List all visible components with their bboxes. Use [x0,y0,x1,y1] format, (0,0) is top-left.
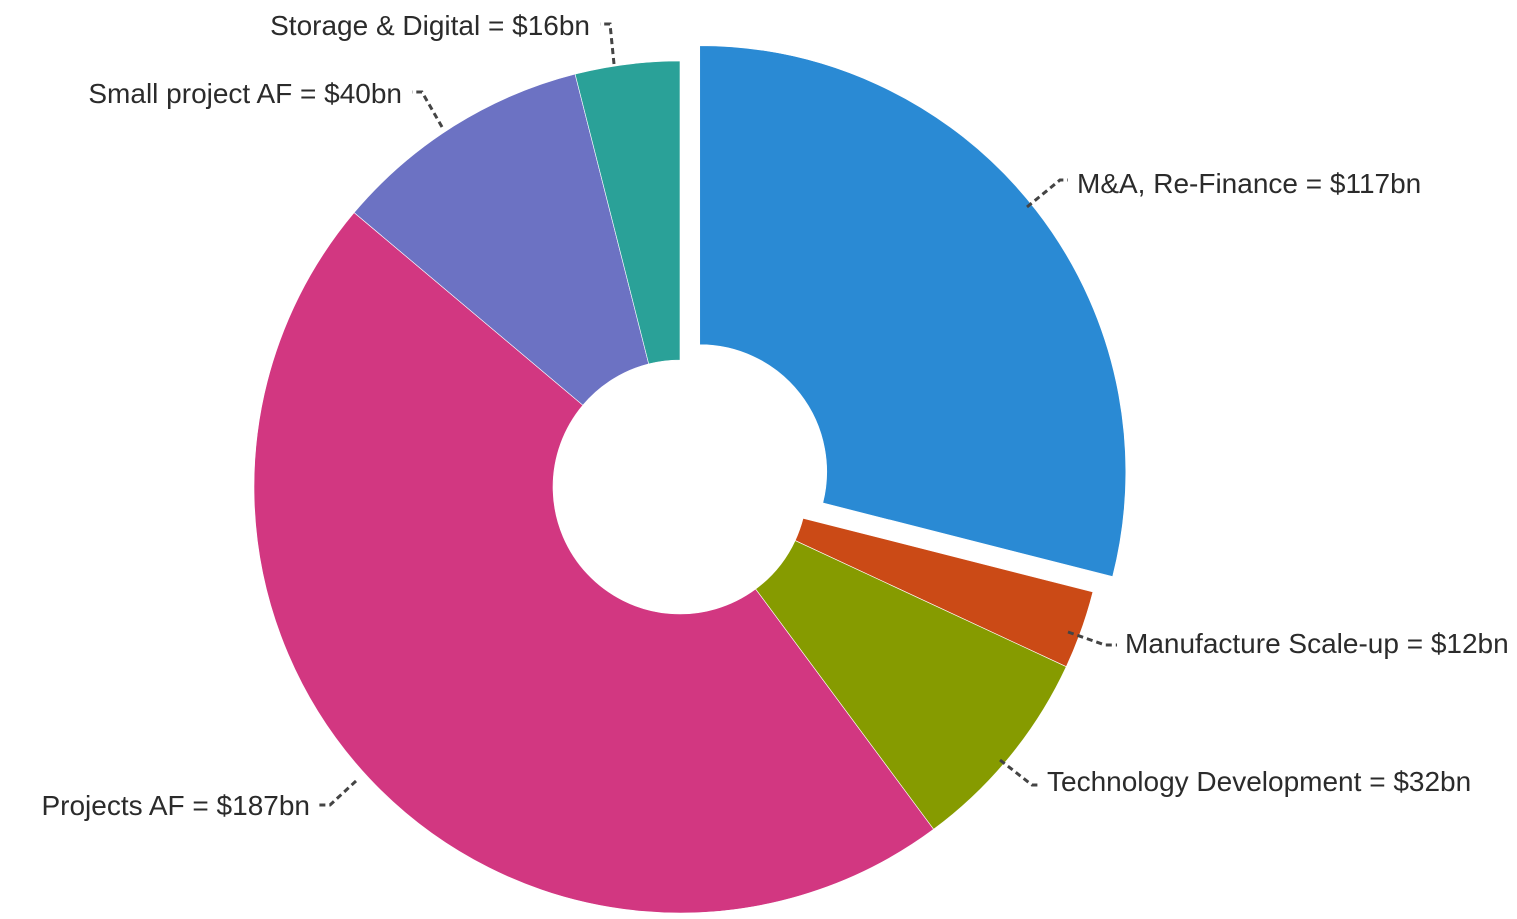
slice-label-projects-af: Projects AF = $187bn [41,790,310,821]
labels-group: M&A, Re-Finance = $117bn Manufacture Scal… [41,10,1508,821]
slices-group [253,45,1127,914]
slice-small-project-af[interactable] [353,73,650,406]
slice-label-m-a-re-finance: M&A, Re-Finance = $117bn [1077,168,1421,199]
slice-storage-digital[interactable] [574,60,681,365]
leader-lines-group [318,22,1117,807]
slice-m-a-re-finance[interactable] [699,45,1127,577]
leader-line-m-a-re-finance [1026,178,1068,209]
leader-line-manufacture-scale-up [1067,630,1117,647]
leader-line-small-project-af [412,90,444,128]
slice-label-small-project-af: Small project AF = $40bn [88,78,402,109]
leader-line-projects-af [318,779,358,807]
slice-label-storage-digital: Storage & Digital = $16bn [270,10,590,41]
slice-label-manufacture-scale-up: Manufacture Scale-up = $12bn [1125,628,1509,659]
slice-technology-development[interactable] [755,540,1067,830]
slice-projects-af[interactable] [253,212,935,914]
slice-label-technology-development: Technology Development = $32bn [1047,766,1471,797]
leader-line-storage-digital [600,22,616,65]
leader-line-technology-development [999,758,1040,787]
